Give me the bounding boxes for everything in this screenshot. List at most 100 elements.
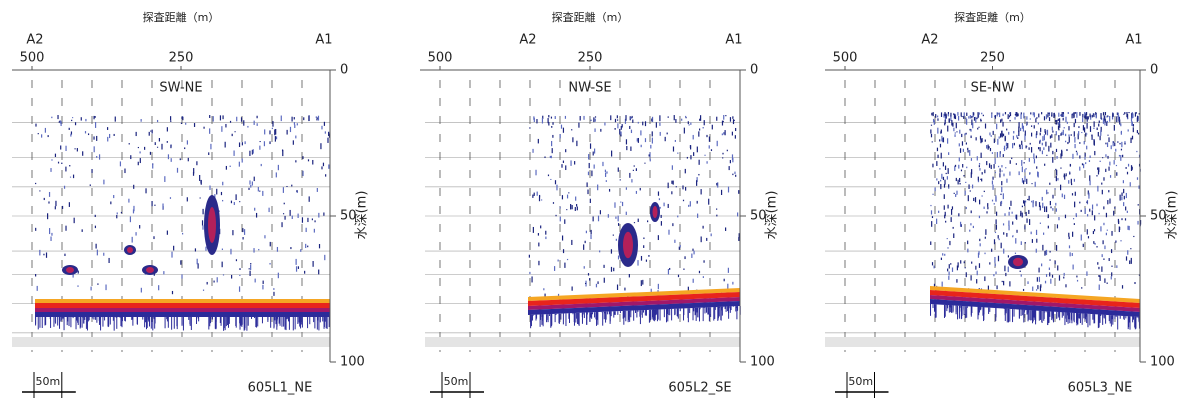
echo-speck xyxy=(1007,114,1009,120)
echo-speck xyxy=(1116,172,1118,176)
floor-speck xyxy=(153,317,155,320)
echo-speck xyxy=(235,259,238,262)
echo-speck xyxy=(722,157,724,159)
echo-speck xyxy=(59,120,61,122)
echo-speck xyxy=(990,135,992,137)
echo-speck xyxy=(262,190,264,196)
echo-speck xyxy=(679,244,681,248)
echo-speck xyxy=(253,176,255,182)
echo-speck xyxy=(1063,272,1065,276)
echo-speck xyxy=(1003,232,1005,235)
echo-speck xyxy=(980,152,982,158)
floor-speck xyxy=(934,304,936,318)
echo-speck xyxy=(1120,240,1122,242)
echo-speck xyxy=(648,154,650,157)
floor-speck xyxy=(575,312,577,319)
echo-speck xyxy=(1088,160,1091,162)
echo-speck xyxy=(551,126,553,128)
echo-speck xyxy=(968,184,970,189)
echo-speck xyxy=(677,152,679,154)
echo-speck xyxy=(983,190,985,193)
echo-speck xyxy=(1026,121,1028,125)
echo-speck xyxy=(317,115,320,121)
echo-speck xyxy=(133,184,135,189)
echo-speck xyxy=(617,215,619,222)
floor-speck xyxy=(318,317,320,331)
echo-speck xyxy=(154,142,156,146)
floor-speck xyxy=(594,312,596,318)
echo-speck xyxy=(571,286,573,291)
echo-speck xyxy=(81,229,83,232)
echo-speck xyxy=(158,285,160,291)
echo-speck xyxy=(1098,284,1100,290)
echo-speck xyxy=(1016,112,1018,117)
echo-speck xyxy=(616,119,619,121)
echo-speck xyxy=(1132,124,1135,127)
echo-speck xyxy=(1107,134,1109,136)
echo-speck xyxy=(1086,271,1088,276)
echo-speck xyxy=(687,286,689,293)
echo-speck xyxy=(1138,113,1140,115)
echo-speck xyxy=(77,285,79,287)
echo-speck xyxy=(1061,113,1063,117)
echo-speck xyxy=(1099,275,1101,281)
echo-speck xyxy=(1094,150,1096,156)
floor-speck xyxy=(977,306,979,320)
right-end-label: A1 xyxy=(725,33,742,48)
floor-speck xyxy=(75,317,77,330)
echo-speck xyxy=(554,116,556,120)
echo-speck xyxy=(1077,133,1079,140)
echo-speck xyxy=(996,123,998,130)
echo-speck xyxy=(186,197,188,202)
floor-speck xyxy=(50,317,52,328)
echo-speck xyxy=(1112,141,1114,147)
echo-speck xyxy=(70,133,72,137)
echo-speck xyxy=(140,287,142,293)
floor-speck xyxy=(152,317,154,331)
echo-speck xyxy=(938,181,940,185)
echo-speck xyxy=(944,253,946,256)
floor-speck xyxy=(286,317,288,320)
echo-speck xyxy=(221,248,224,251)
echo-speck xyxy=(958,157,960,162)
y-axis-label: 水深(m) xyxy=(355,191,370,240)
floor-speck xyxy=(639,310,641,325)
floor-speck xyxy=(982,307,984,316)
echo-speck xyxy=(1106,115,1108,118)
echo-speck xyxy=(1038,276,1041,282)
floor-speck xyxy=(695,307,697,315)
echo-speck xyxy=(1096,175,1098,177)
echo-speck xyxy=(1045,141,1047,147)
echo-speck xyxy=(964,267,966,269)
echo-speck xyxy=(571,239,573,245)
echo-speck xyxy=(1028,195,1030,201)
echo-speck xyxy=(269,241,271,247)
echo-speck xyxy=(697,213,699,218)
floor-speck xyxy=(84,317,86,320)
echo-speck xyxy=(105,284,107,291)
echo-speck xyxy=(1055,122,1057,125)
floor-speck xyxy=(313,317,315,323)
floor-speck xyxy=(565,313,567,327)
floor-speck xyxy=(719,306,721,308)
echo-speck xyxy=(677,274,680,278)
echo-speck xyxy=(304,270,306,274)
echo-speck xyxy=(993,239,996,245)
echo-speck xyxy=(243,120,245,126)
echo-speck xyxy=(1026,178,1028,184)
echo-speck xyxy=(960,169,963,172)
school-core xyxy=(127,247,133,253)
echo-speck xyxy=(283,202,285,205)
echo-speck xyxy=(43,253,45,256)
echo-speck xyxy=(997,255,1000,262)
floor-speck xyxy=(328,317,330,328)
floor-speck xyxy=(957,305,959,320)
floor-speck xyxy=(68,317,70,327)
echo-speck xyxy=(998,112,1001,118)
echo-speck xyxy=(238,161,240,167)
echo-speck xyxy=(664,136,666,142)
echo-speck xyxy=(1091,114,1093,118)
echo-speck xyxy=(1058,118,1061,124)
echo-speck xyxy=(1105,232,1107,236)
echo-speck xyxy=(684,168,686,174)
